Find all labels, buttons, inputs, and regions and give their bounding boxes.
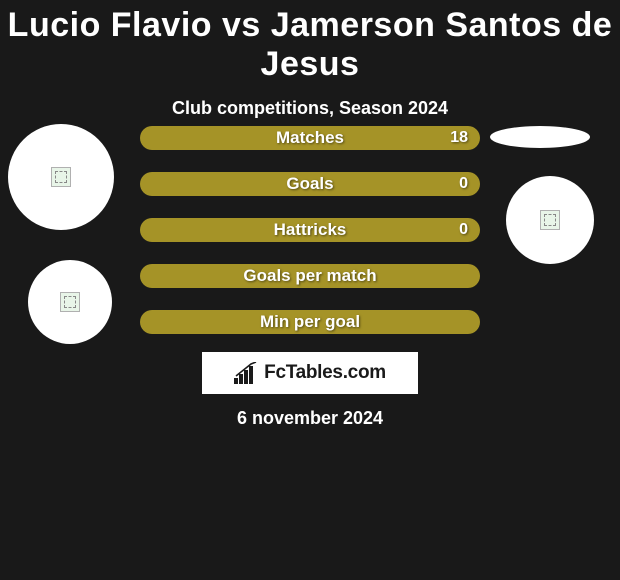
stat-value: 0 [459, 218, 468, 242]
stat-value: 0 [459, 172, 468, 196]
stat-label: Matches [140, 126, 480, 150]
date-label: 6 november 2024 [0, 408, 620, 429]
branding-badge: FcTables.com [202, 352, 418, 394]
stat-label: Goals [140, 172, 480, 196]
page-title: Lucio Flavio vs Jamerson Santos de Jesus [0, 0, 620, 84]
decorative-ellipse [490, 126, 590, 148]
stat-row-goals: Goals 0 [140, 172, 480, 196]
player-avatar-left-bottom [28, 260, 112, 344]
stat-value: 18 [450, 126, 468, 150]
stat-row-min-per-goal: Min per goal [140, 310, 480, 334]
player-avatar-left-top [8, 124, 114, 230]
broken-image-icon [540, 210, 560, 230]
stat-row-goals-per-match: Goals per match [140, 264, 480, 288]
fctables-logo-icon [234, 362, 260, 384]
stat-row-matches: Matches 18 [140, 126, 480, 150]
stat-label: Goals per match [140, 264, 480, 288]
branding-text: FcTables.com [264, 362, 386, 384]
player-avatar-right [506, 176, 594, 264]
stats-bars: Matches 18 Goals 0 Hattricks 0 Goals per… [140, 126, 480, 356]
broken-image-icon [51, 167, 71, 187]
stat-label: Min per goal [140, 310, 480, 334]
broken-image-icon [60, 292, 80, 312]
stat-row-hattricks: Hattricks 0 [140, 218, 480, 242]
stat-label: Hattricks [140, 218, 480, 242]
subtitle: Club competitions, Season 2024 [0, 98, 620, 119]
